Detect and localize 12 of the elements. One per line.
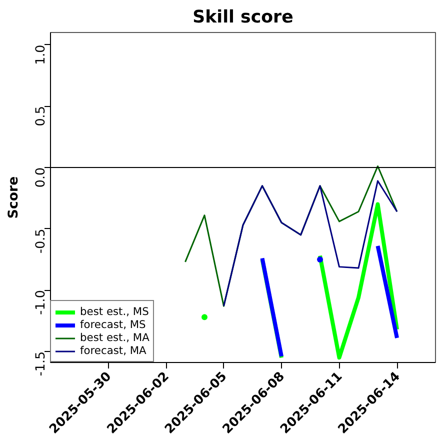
legend-label: best est., MA — [80, 331, 150, 344]
y-tick-label: 0.0 — [32, 167, 48, 188]
y-tick-label: -1.5 — [32, 351, 48, 376]
y-axis-title: Score — [6, 176, 22, 219]
y-tick-label: 1.0 — [32, 44, 48, 65]
y-tick-label: -1.0 — [32, 290, 48, 315]
legend-label: forecast, MA — [80, 344, 146, 357]
y-tick-label: 0.5 — [32, 106, 48, 126]
chart-title: Skill score — [192, 8, 294, 28]
legend-label: best est., MS — [80, 305, 149, 318]
y-tick-label: -0.5 — [32, 228, 48, 254]
legend-label: forecast, MS — [80, 318, 146, 331]
